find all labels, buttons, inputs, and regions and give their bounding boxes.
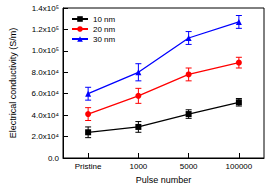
svg-text:10 nm: 10 nm (93, 15, 116, 24)
svg-text:2.0x10⁴: 2.0x10⁴ (32, 132, 60, 141)
svg-text:5000: 5000 (180, 162, 198, 171)
svg-text:1.2x10⁵: 1.2x10⁵ (32, 25, 59, 34)
svg-text:Electrical conductivity (S/m): Electrical conductivity (S/m) (8, 28, 18, 139)
svg-text:4.0x10⁴: 4.0x10⁴ (32, 111, 60, 120)
svg-text:1.0x10⁵: 1.0x10⁵ (32, 46, 59, 55)
svg-text:Pristine: Pristine (75, 162, 102, 171)
svg-text:6.0x10⁴: 6.0x10⁴ (32, 89, 60, 98)
svg-text:1.4x10⁵: 1.4x10⁵ (32, 4, 59, 13)
svg-text:Pulse number: Pulse number (136, 175, 192, 185)
svg-text:20 nm: 20 nm (93, 25, 116, 34)
svg-text:100000: 100000 (226, 162, 253, 171)
svg-text:8.0x10⁴: 8.0x10⁴ (32, 68, 60, 77)
svg-text:1000: 1000 (129, 162, 147, 171)
svg-text:0.0: 0.0 (48, 154, 60, 163)
svg-text:30 nm: 30 nm (93, 35, 116, 44)
